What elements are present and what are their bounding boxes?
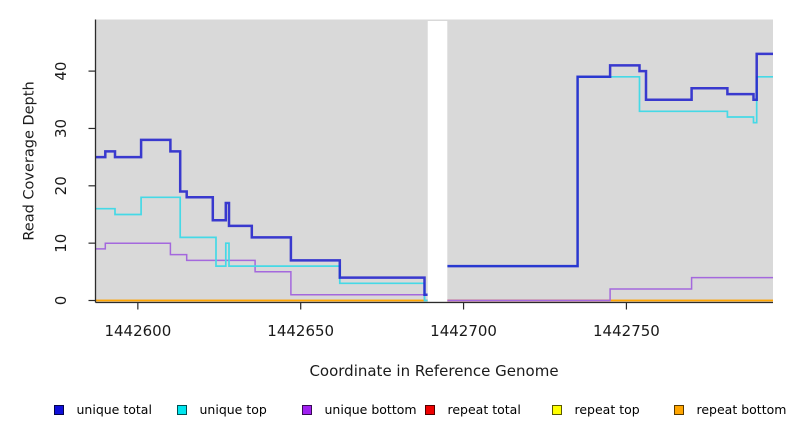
legend-label: repeat top <box>574 402 640 417</box>
y-axis-tick-label: 30 <box>52 119 70 138</box>
series-line-unique-total <box>447 52 773 268</box>
repeat-top-swatch-icon <box>552 405 562 415</box>
y-axis-tick-label: 0 <box>52 296 70 306</box>
series-line-unique-bottom <box>447 276 773 302</box>
legend-label: unique bottom <box>324 402 417 417</box>
series-line-unique-bottom <box>95 242 428 302</box>
x-axis-label: Coordinate in Reference Genome <box>309 362 559 380</box>
legend-label: repeat total <box>447 402 521 417</box>
legend-label: unique top <box>199 402 267 417</box>
legend-label: unique total <box>76 402 152 417</box>
series-line-unique-total <box>95 138 428 297</box>
x-axis-tick-label: 1442750 <box>593 322 660 340</box>
y-axis-tick-label: 40 <box>52 62 70 81</box>
legend-item-repeat-bottom: repeat bottom <box>674 402 787 417</box>
x-axis-tick-label: 1442600 <box>104 322 171 340</box>
unique-total-swatch-icon <box>54 405 64 415</box>
y-axis-tick-label: 10 <box>52 234 70 253</box>
y-axis-tick-label: 20 <box>52 176 70 195</box>
unique-top-swatch-icon <box>177 405 187 415</box>
legend-label: repeat bottom <box>696 402 787 417</box>
legend-item-repeat-top: repeat top <box>552 402 640 417</box>
legend-item-unique-bottom: unique bottom <box>302 402 417 417</box>
repeat-bottom-swatch-icon <box>674 405 684 415</box>
repeat-total-swatch-icon <box>425 405 435 415</box>
x-axis-tick-label: 1442700 <box>430 322 497 340</box>
unique-bottom-swatch-icon <box>302 405 312 415</box>
legend-item-unique-top: unique top <box>177 402 267 417</box>
x-axis-tick-label: 1442650 <box>267 322 334 340</box>
series-line-unique-top <box>95 196 428 302</box>
y-axis-label: Read Coverage Depth <box>22 81 39 241</box>
masked-gap-band <box>427 21 448 302</box>
legend-item-repeat-total: repeat total <box>425 402 521 417</box>
legend-item-unique-total: unique total <box>54 402 152 417</box>
